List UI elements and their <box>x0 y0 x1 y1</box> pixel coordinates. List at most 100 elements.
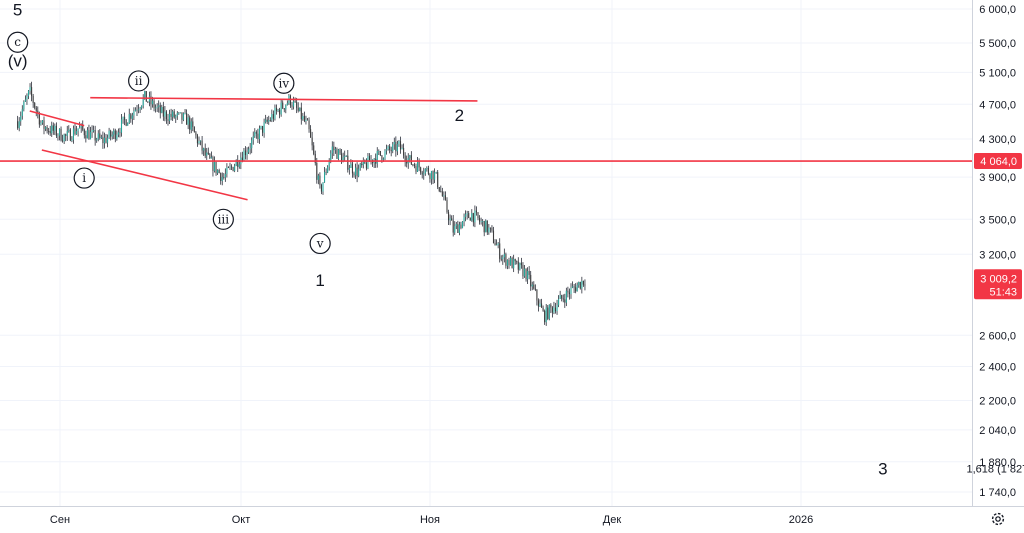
candle <box>291 101 293 110</box>
candle <box>271 109 273 123</box>
trendline[interactable] <box>29 110 85 127</box>
candle <box>424 168 426 176</box>
candle <box>503 248 505 263</box>
candle <box>232 166 234 172</box>
candle <box>252 131 254 145</box>
candle <box>466 210 468 220</box>
trendline[interactable] <box>90 96 478 102</box>
candle <box>440 185 442 193</box>
candle <box>83 128 85 139</box>
candle <box>100 134 102 139</box>
candle <box>444 191 446 201</box>
candle <box>531 281 533 291</box>
candle <box>494 239 496 246</box>
candle <box>533 281 535 290</box>
candle <box>505 252 507 269</box>
candle <box>187 113 189 130</box>
candle <box>131 112 133 125</box>
candle <box>128 108 130 124</box>
candle <box>310 125 312 138</box>
candle <box>308 117 310 133</box>
candle <box>108 127 110 139</box>
candle <box>376 147 378 168</box>
circled-wave-label[interactable]: i <box>73 167 95 189</box>
candle <box>542 305 544 312</box>
y-tick-label: 5 100,0 <box>979 67 1016 79</box>
candle <box>506 259 508 270</box>
candle <box>331 141 333 159</box>
candle <box>452 215 454 237</box>
candle <box>448 209 450 225</box>
candle <box>522 262 524 279</box>
candle <box>117 128 119 138</box>
trendline[interactable] <box>41 149 248 201</box>
candle <box>26 93 28 105</box>
candle <box>426 166 428 172</box>
y-tick-label: 1 880,0 <box>979 457 1016 469</box>
candle <box>344 150 346 162</box>
candle <box>525 268 527 282</box>
circled-wave-label[interactable]: iv <box>273 72 295 94</box>
wave-label[interactable]: 2 <box>455 106 464 125</box>
candle <box>189 115 191 134</box>
price-axis[interactable]: 6 000,0 5 500,0 5 100,0 4 700,0 4 300,0 3 900… <box>979 4 1016 499</box>
candle <box>468 210 470 219</box>
candle <box>170 108 172 121</box>
candle <box>471 209 473 222</box>
candle <box>275 104 278 115</box>
candle <box>548 304 550 321</box>
candle <box>584 279 586 291</box>
candle <box>339 148 341 156</box>
circled-wave-label[interactable]: ii <box>128 70 150 92</box>
candle <box>55 122 57 138</box>
candle <box>169 109 171 125</box>
x-tick-label: Окт <box>232 514 251 526</box>
candle <box>423 167 425 180</box>
candle <box>446 197 448 214</box>
svg-text:v: v <box>316 236 324 250</box>
candle <box>88 124 90 140</box>
candle <box>217 169 219 175</box>
candle <box>314 150 316 166</box>
candle <box>120 113 123 137</box>
horizontal-gridlines <box>0 8 972 493</box>
candle <box>41 120 43 125</box>
circled-wave-label[interactable]: iii <box>212 208 234 230</box>
candle <box>486 220 488 236</box>
candle <box>412 163 414 167</box>
candle <box>305 115 307 125</box>
candle <box>579 281 581 290</box>
axis-settings-button[interactable] <box>991 512 1005 526</box>
candle <box>527 267 529 285</box>
candle <box>226 163 228 178</box>
candle <box>52 122 54 135</box>
candle <box>71 136 73 143</box>
candle <box>167 113 169 126</box>
candle <box>134 107 136 112</box>
circled-wave-label[interactable]: v <box>309 232 331 255</box>
candle <box>124 112 126 126</box>
wave-label[interactable]: 1 <box>315 271 324 290</box>
candle <box>62 134 64 143</box>
time-axis[interactable]: Сен Окт Ноя Дек 2026 <box>50 514 813 526</box>
candle <box>282 100 284 110</box>
candle <box>320 183 322 195</box>
candle <box>224 168 226 182</box>
candle <box>432 170 434 184</box>
wave-label[interactable]: 5 <box>13 1 22 20</box>
candle <box>175 114 177 123</box>
candle <box>49 125 51 136</box>
candle <box>328 158 330 171</box>
circled-wave-label[interactable]: c <box>7 31 29 53</box>
candle <box>415 163 417 175</box>
candle <box>178 111 180 115</box>
candle <box>545 304 547 326</box>
wave-label[interactable]: 3 <box>878 459 887 478</box>
candle <box>274 104 276 121</box>
candle <box>133 107 135 121</box>
candle <box>384 149 386 161</box>
wave-label[interactable]: (v) <box>8 51 28 70</box>
candle <box>311 131 313 151</box>
